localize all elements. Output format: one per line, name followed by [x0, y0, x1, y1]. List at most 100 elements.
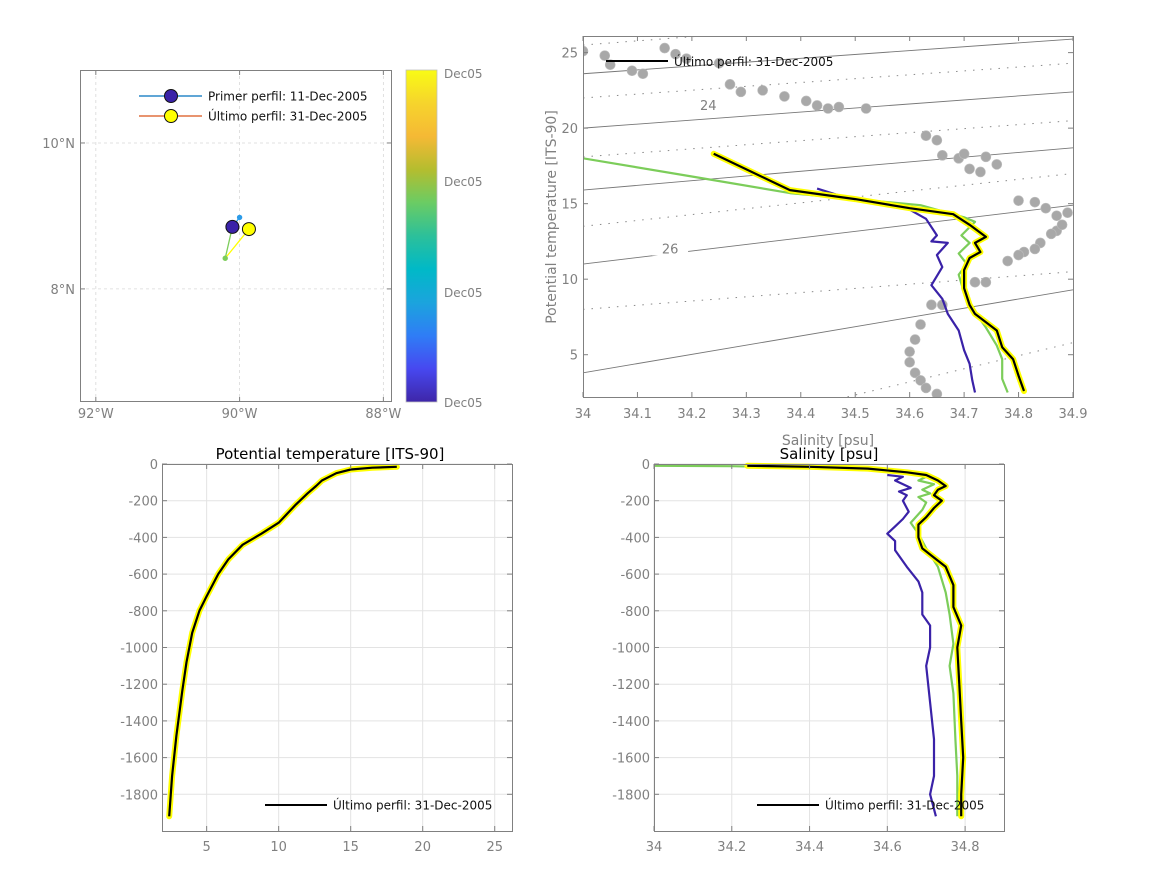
- map-y-tick-label: 8°N: [51, 283, 76, 298]
- sp-y-tick-label: -1800: [612, 788, 650, 803]
- ts-legend-label: Último perfil: 31-Dec-2005: [674, 54, 833, 69]
- climatology-point: [811, 100, 823, 111]
- colorbar-gradient: [405, 69, 438, 403]
- map-x-tick-label: 88°W: [365, 407, 401, 422]
- sp-y-tick-label: -400: [620, 531, 650, 546]
- ts-ticks: 34 34.1 34.2 34.3 34.4 34.5 34.6 34.7 34.8 34.9 5 1…: [561, 36, 1087, 422]
- climatology-point: [1029, 196, 1041, 208]
- tp-y-tick-label: -600: [128, 568, 158, 583]
- profile-last-line: [747, 464, 965, 817]
- tp-y-tick-label: -400: [128, 531, 158, 546]
- climatology-point: [681, 53, 692, 64]
- climatology-point: [713, 57, 725, 69]
- map-profile-marker: [225, 219, 240, 234]
- climatology-point: [1062, 207, 1073, 219]
- climatology-point: [920, 382, 932, 394]
- map-ticks: 92°W 90°W 88°W 8°N 10°N: [42, 70, 401, 422]
- sp-series: [654, 462, 967, 820]
- isopycnal-line: [583, 289, 1073, 374]
- ts-x-tick-label: 34: [575, 407, 592, 422]
- climatology-point: [926, 299, 937, 311]
- sp-legend-label: Último perfil: 31-Dec-2005: [825, 798, 984, 813]
- sp-y-tick-label: -200: [620, 495, 650, 510]
- sp-y-tick-label: -1200: [612, 678, 650, 693]
- climatology-point: [1045, 228, 1057, 240]
- profile-last-line: [713, 152, 1026, 392]
- tp-ticks: 5 10 15 20 25 0 -200 -400 -600 -800 -1000 -1200 -140…: [120, 458, 512, 855]
- climatology-point: [757, 85, 768, 96]
- map-legend-label-first: Primer perfil: 11-Dec-2005: [208, 90, 368, 104]
- climatology-point: [833, 101, 845, 113]
- sp-x-tick-label: 34.2: [717, 840, 746, 855]
- ts-ylabel: Potential temperature [ITS-90]: [544, 110, 560, 324]
- tp-x-tick-label: 20: [414, 840, 431, 855]
- contour-label-gap: [690, 98, 727, 113]
- map-profile-marker: [241, 222, 256, 237]
- map-frame: [80, 70, 392, 402]
- legend-marker: [164, 109, 178, 123]
- profile-first-line: [816, 187, 977, 393]
- tp-y-tick-label: -1400: [120, 715, 158, 730]
- climatology-point: [904, 356, 915, 368]
- climatology-point: [931, 388, 943, 397]
- sp-y-tick-label: -1600: [612, 752, 650, 767]
- climatology-point: [980, 151, 992, 163]
- profile-mid-line: [654, 464, 959, 817]
- climatology-point: [975, 166, 986, 178]
- sp-x-tick-label: 34.4: [795, 840, 824, 855]
- profile-last-line: [168, 465, 397, 817]
- profile-first-line: [886, 473, 937, 817]
- contour-label-gap: [652, 241, 689, 256]
- climatology-point: [599, 50, 611, 61]
- sp-y-tick-label: -1400: [612, 715, 650, 730]
- isopycnal-line: [583, 147, 1073, 191]
- map-profile-marker: [236, 214, 243, 221]
- sp-title: Salinity [psu]: [780, 445, 879, 463]
- temperature-profile-panel: 5 10 15 20 25 0 -200 -400 -600 -800 -1000 -1200 -140…: [120, 445, 513, 855]
- sp-y-tick-label: -1000: [612, 642, 650, 657]
- ts-legend: Último perfil: 31-Dec-2005: [606, 54, 833, 69]
- sp-x-tick-label: 34: [646, 840, 663, 855]
- map-x-tick-label: 92°W: [78, 407, 114, 422]
- density-contour-label: 26: [662, 243, 679, 258]
- tp-x-tick-label: 5: [203, 840, 211, 855]
- climatology-point: [1013, 249, 1024, 261]
- isopycnal-line-dotted: [583, 120, 1073, 158]
- profile-last-halo: [710, 150, 1027, 394]
- climatology-point: [980, 276, 992, 288]
- legend-marker: [164, 89, 178, 103]
- ts-y-tick-label: 25: [561, 47, 578, 62]
- ts-frame: [583, 36, 1074, 398]
- climatology-point: [904, 346, 915, 357]
- climatology-point: [822, 103, 834, 114]
- climatology-point: [969, 276, 981, 288]
- climatology-point: [1051, 210, 1062, 222]
- isopycnal-line-dotted: [583, 271, 1073, 310]
- tp-y-tick-label: 0: [150, 458, 158, 473]
- map-legend-label-last: Último perfil: 31-Dec-2005: [208, 109, 367, 124]
- climatology-point: [724, 79, 736, 90]
- map-grid: [80, 70, 392, 402]
- climatology-point: [659, 42, 670, 54]
- colorbar-tick-label: Dec05: [444, 396, 483, 410]
- climatology-point: [1040, 202, 1052, 214]
- map-panel: 92°W 90°W 88°W 8°N 10°N Primer perfil: 11-De…: [42, 70, 401, 422]
- tp-title: Potential temperature [ITS-90]: [216, 445, 445, 463]
- sp-grid: [653, 463, 1004, 831]
- climatology-point: [779, 91, 790, 102]
- climatology-point: [1029, 243, 1041, 255]
- ts-y-tick-label: 20: [561, 122, 578, 137]
- tp-y-tick-label: -200: [128, 495, 158, 510]
- density-contour-label: 24: [700, 99, 717, 114]
- ts-diagram-panel: 34 34.1 34.2 34.3 34.4 34.5 34.6 34.7 34.8 34.9 5 1…: [544, 36, 1087, 449]
- tp-y-tick-label: -1600: [120, 752, 158, 767]
- ts-x-tick-label: 34.4: [786, 407, 815, 422]
- map-x-tick-label: 90°W: [222, 407, 258, 422]
- tp-grid: [162, 463, 512, 831]
- climatology-point: [915, 319, 926, 330]
- tp-series: [166, 463, 400, 820]
- ts-series: [583, 150, 1027, 394]
- map-legend: Primer perfil: 11-Dec-2005 Último perfil…: [139, 89, 368, 124]
- ts-x-tick-label: 34.2: [677, 407, 706, 422]
- sp-y-tick-label: -800: [620, 605, 650, 620]
